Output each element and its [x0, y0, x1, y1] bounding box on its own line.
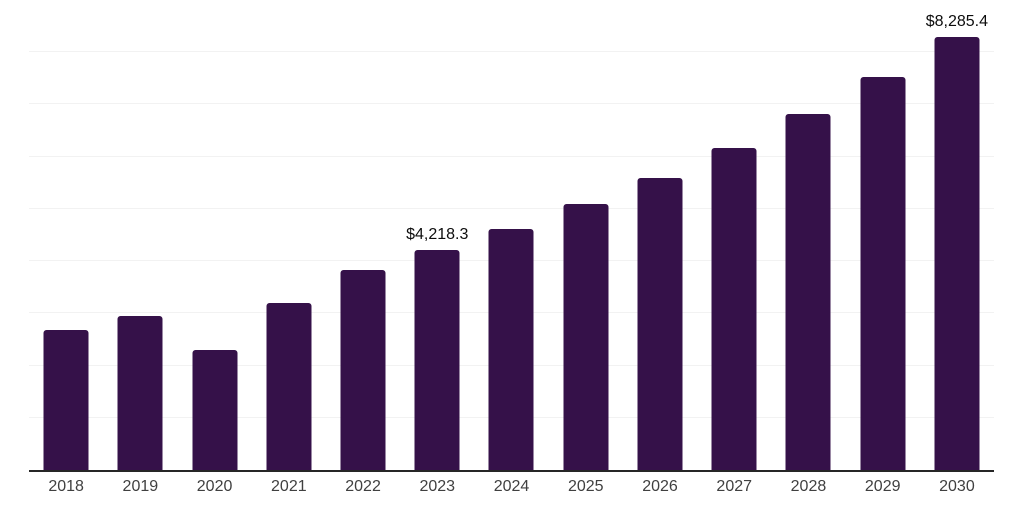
bar-2024	[488, 228, 534, 470]
x-axis-label-2030: 2030	[939, 478, 975, 495]
x-axis-label-2024: 2024	[493, 478, 530, 495]
x-axis-label-2028: 2028	[790, 478, 827, 495]
gridline	[29, 103, 994, 105]
bar-band-2018	[29, 0, 103, 470]
x-axis-label-2021: 2021	[271, 478, 307, 495]
x-axis-label-2026: 2026	[642, 478, 678, 495]
bar-band-2029	[846, 0, 920, 470]
bar-band-2023: $4,218.3	[400, 0, 474, 470]
bar-band-2021	[252, 0, 326, 470]
bar-band-2030: $8,285.4	[920, 0, 994, 470]
x-axis-label-2027: 2027	[716, 478, 753, 495]
bar-2023	[414, 249, 460, 470]
bar-band-2028	[771, 0, 845, 470]
bar-band-2026	[623, 0, 697, 470]
bar-2030	[934, 37, 980, 470]
bar-band-2019	[103, 0, 177, 470]
bar-2018	[43, 330, 89, 470]
bar-2020	[192, 350, 238, 470]
x-axis-label-2019: 2019	[122, 478, 159, 495]
bar-band-2025	[549, 0, 623, 470]
gridline	[29, 207, 994, 209]
bar-band-2027	[697, 0, 771, 470]
x-axis-labels: 2018 2019 2020 2021 2022 2023 2024 2025 2026 2027…	[29, 478, 994, 496]
x-axis-label-2025: 2025	[567, 478, 604, 495]
bar-band-2020	[177, 0, 251, 470]
x-axis-label-2029: 2029	[864, 478, 901, 495]
x-axis-label-2022: 2022	[345, 478, 381, 495]
x-axis-label-2023: 2023	[419, 478, 456, 495]
bar-2027	[711, 147, 757, 470]
bar-2029	[860, 77, 906, 470]
bar-band-2024	[474, 0, 548, 470]
x-axis-label-2020: 2020	[196, 478, 233, 495]
bar-band-2022	[326, 0, 400, 470]
bar-2025	[563, 204, 609, 470]
bar-2021	[266, 303, 312, 470]
x-axis-label-2018: 2018	[48, 478, 84, 495]
bar-2026	[637, 177, 683, 470]
data-label-2030: $8,285.4	[925, 13, 989, 31]
gridline	[29, 51, 994, 53]
bar-2028	[785, 114, 831, 470]
data-label-2023: $4,218.3	[406, 225, 469, 243]
bar-2022	[340, 270, 386, 470]
gridline	[29, 155, 994, 157]
plot-area: $4,218.3 $8,285.4	[29, 0, 994, 472]
bar-2019	[117, 316, 163, 470]
